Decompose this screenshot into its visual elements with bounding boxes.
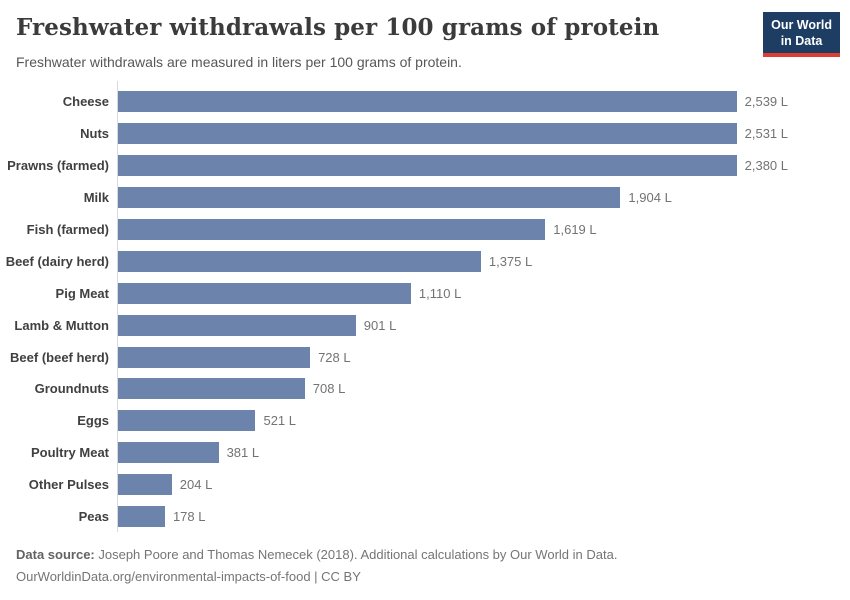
footer-link-line: OurWorldinData.org/environmental-impacts… <box>16 568 361 584</box>
bar[interactable] <box>118 442 219 464</box>
bar[interactable] <box>118 219 546 240</box>
category-label: Milk <box>83 190 109 206</box>
value-label: 901 L <box>363 317 397 333</box>
value-label: 178 L <box>172 509 206 525</box>
bar[interactable] <box>118 123 737 145</box>
value-label: 2,531 L <box>744 126 788 142</box>
bar-track: 901 L <box>118 314 788 336</box>
bar-track: 1,619 L <box>118 219 788 240</box>
bar[interactable] <box>118 474 172 496</box>
bar-track: 178 L <box>118 506 788 528</box>
bar-track: 381 L <box>118 442 788 464</box>
chart-row: Cheese 2,539 L <box>0 86 850 118</box>
chart-subtitle: Freshwater withdrawals are measured in l… <box>16 54 462 70</box>
chart-row: Prawns (farmed) 2,380 L <box>0 150 850 182</box>
value-label: 2,380 L <box>744 158 788 174</box>
value-label: 1,375 L <box>488 253 533 269</box>
bar[interactable] <box>118 314 356 336</box>
value-label: 728 L <box>318 349 351 365</box>
chart-row: Pig Meat 1,110 L <box>0 277 850 309</box>
bar[interactable] <box>118 91 737 113</box>
owid-logo[interactable]: Our World in Data <box>763 12 840 58</box>
bar-track: 2,531 L <box>118 123 788 145</box>
category-label: Peas <box>78 509 109 525</box>
chart-row: Fish (farmed) 1,619 L <box>0 214 850 246</box>
bar[interactable] <box>118 346 311 368</box>
data-source-line: Data source: Joseph Poore and Thomas Nem… <box>16 544 617 566</box>
value-label: 381 L <box>226 445 260 461</box>
chart-row: Milk 1,904 L <box>0 182 850 214</box>
chart-row: Beef (beef herd) 728 L <box>0 341 850 373</box>
value-label: 1,619 L <box>553 222 597 237</box>
value-label: 2,539 L <box>744 94 788 110</box>
category-label: Other Pulses <box>28 477 109 493</box>
bar-track: 2,539 L <box>118 91 788 113</box>
value-label: 521 L <box>263 413 297 429</box>
category-label: Nuts <box>80 126 109 142</box>
category-label: Lamb & Mutton <box>14 317 109 333</box>
bar[interactable] <box>118 250 481 272</box>
category-label: Poultry Meat <box>30 445 109 461</box>
chart-row: Eggs 521 L <box>0 405 850 437</box>
chart-row: Poultry Meat 381 L <box>0 437 850 469</box>
bar[interactable] <box>118 410 256 432</box>
category-label: Beef (dairy herd) <box>5 253 109 269</box>
category-label: Pig Meat <box>55 285 109 301</box>
category-label: Beef (beef herd) <box>10 349 109 365</box>
value-label: 1,110 L <box>418 285 462 301</box>
owid-logo-line1: Our World <box>771 18 832 32</box>
category-label: Prawns (farmed) <box>7 158 109 174</box>
bar-track: 521 L <box>118 410 788 432</box>
chart-row: Nuts 2,531 L <box>0 118 850 150</box>
data-source-label: Data source: <box>16 546 95 562</box>
bar-track: 204 L <box>118 474 788 496</box>
bar-rows: Cheese 2,539 L Nuts 2,531 L Prawns (farmed) 2… <box>0 86 850 532</box>
bar-track: 728 L <box>118 346 788 368</box>
page-title: Freshwater withdrawals per 100 grams of … <box>16 14 660 41</box>
value-label: 1,904 L <box>628 190 672 206</box>
bar-track: 2,380 L <box>118 155 788 177</box>
y-axis-line <box>117 81 118 533</box>
category-label: Cheese <box>62 94 109 110</box>
bar-track: 708 L <box>118 378 788 400</box>
bar[interactable] <box>118 378 305 400</box>
bar[interactable] <box>118 282 411 304</box>
bar[interactable] <box>118 155 737 177</box>
value-label: 708 L <box>312 381 346 397</box>
chart-row: Groundnuts 708 L <box>0 373 850 405</box>
chart-row: Other Pulses 204 L <box>0 469 850 501</box>
category-label: Groundnuts <box>34 381 109 397</box>
value-label: 204 L <box>179 477 213 493</box>
bar[interactable] <box>118 506 165 528</box>
category-label: Eggs <box>77 413 109 429</box>
chart-row: Lamb & Mutton 901 L <box>0 309 850 341</box>
bar-track: 1,904 L <box>118 187 788 209</box>
chart-footer: Data source: Joseph Poore and Thomas Nem… <box>16 544 617 588</box>
bar[interactable] <box>118 187 621 209</box>
data-source-text: Joseph Poore and Thomas Nemecek (2018). … <box>94 546 618 562</box>
category-label: Fish (farmed) <box>26 222 109 237</box>
chart-row: Peas 178 L <box>0 501 850 533</box>
chart-row: Beef (dairy herd) 1,375 L <box>0 245 850 277</box>
bar-chart: Cheese 2,539 L Nuts 2,531 L Prawns (farmed) 2… <box>0 81 850 533</box>
owid-logo-line2: in Data <box>780 33 823 48</box>
bar-track: 1,375 L <box>118 250 788 272</box>
bar-track: 1,110 L <box>118 282 788 304</box>
